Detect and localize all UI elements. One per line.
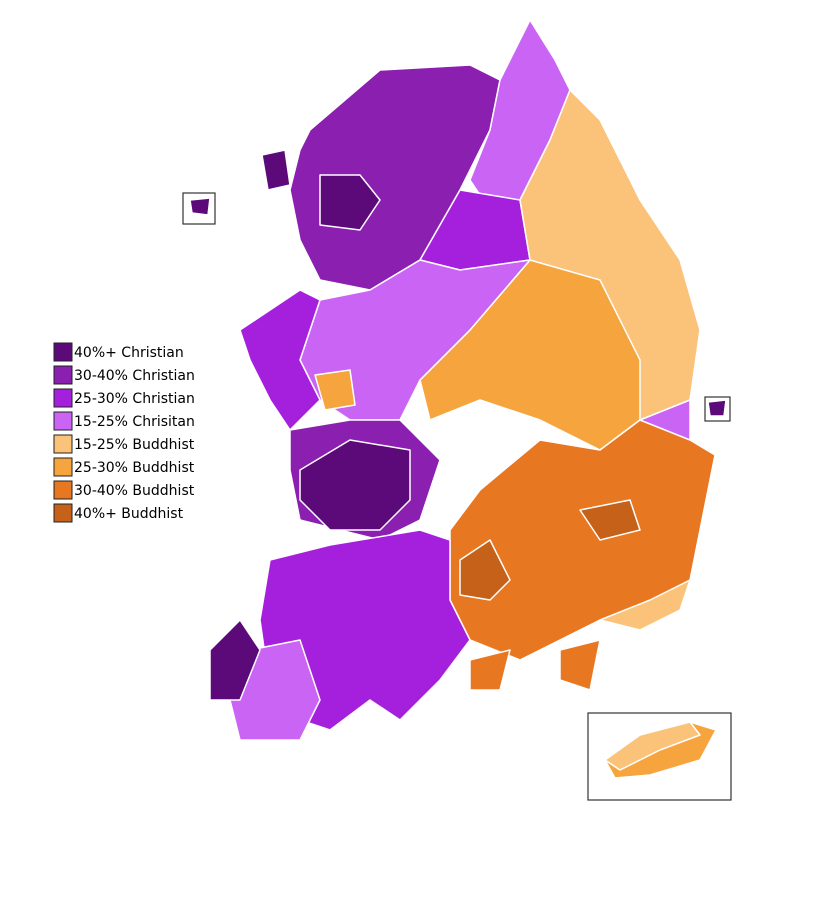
region	[579, 499, 641, 541]
legend-swatch	[53, 434, 73, 454]
region	[239, 289, 321, 431]
region	[459, 539, 511, 601]
inset-frame	[587, 712, 732, 801]
legend-swatch	[53, 365, 73, 385]
legend-swatch	[53, 342, 73, 362]
legend-swatch	[53, 503, 73, 523]
regions	[189, 19, 727, 779]
legend-label: 40%+ Buddhist	[74, 506, 184, 522]
legend-swatch	[53, 457, 73, 477]
legend-label: 15-25% Buddhist	[74, 437, 195, 453]
region	[599, 579, 691, 631]
region	[314, 369, 356, 411]
region	[209, 619, 261, 701]
legend-label: 40%+ Christian	[74, 345, 184, 361]
inset-frame	[182, 192, 216, 225]
legend-label: 30-40% Buddhist	[74, 483, 195, 499]
region	[261, 149, 291, 191]
legend-label: 30-40% Christian	[74, 368, 195, 384]
legend-swatch	[53, 388, 73, 408]
region	[707, 399, 727, 417]
legend: 40%+ Christian 30-40% Christian 25-30% Chr…	[53, 342, 195, 523]
legend-label: 15-25% Chrisitan	[74, 414, 195, 430]
legend-label: 25-30% Christian	[74, 391, 195, 407]
region	[299, 439, 411, 531]
legend-swatch	[53, 411, 73, 431]
legend-label: 25-30% Buddhist	[74, 460, 195, 476]
region	[604, 721, 701, 771]
inset-frame	[704, 396, 731, 422]
region	[189, 197, 211, 216]
region	[319, 174, 381, 231]
legend-swatch	[53, 480, 73, 500]
region	[469, 649, 511, 691]
region	[559, 639, 601, 691]
